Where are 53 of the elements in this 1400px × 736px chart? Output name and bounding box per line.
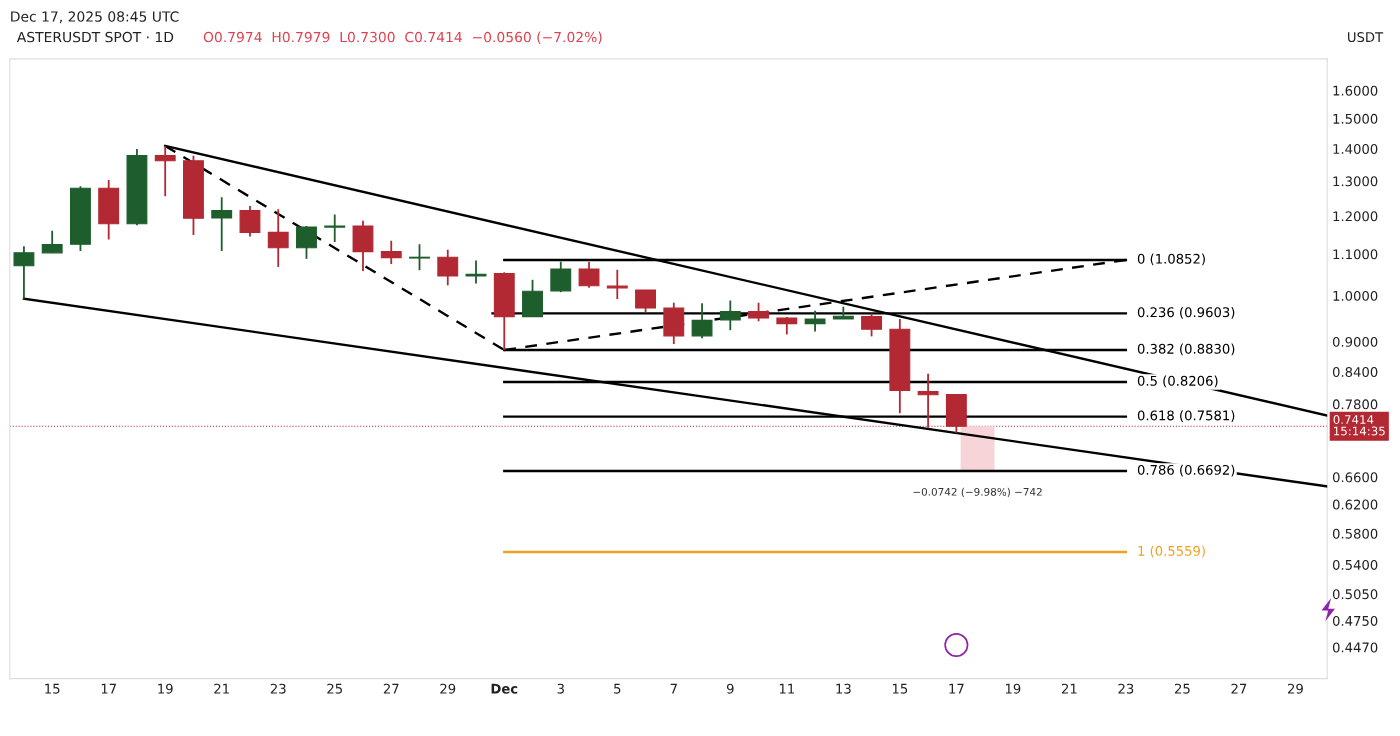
series-label: 0 (1.0852) [1137,253,1205,266]
y-tick-label: 0.4470 [1332,642,1378,653]
y-tick-label: 0.6200 [1332,499,1378,510]
y-tick-label: 1.2000 [1333,211,1378,222]
x-tick-label: 13 [836,683,851,694]
y-tick-label: 0.5400 [1332,559,1378,570]
y-tick-label: 0.5800 [1332,528,1378,539]
x-tick-label: 11 [779,683,794,694]
y-axis-title: USDT [1348,32,1384,43]
ref-line-label: 0.7414 15:14:35 [1333,415,1385,436]
y-tick-label: 0.4750 [1332,615,1378,626]
x-tick-label: 19 [158,683,173,694]
y-tick-label: 1.3000 [1333,176,1378,187]
x-tick-label: 9 [726,683,734,694]
y-tick-label: 0.5050 [1332,589,1378,600]
x-tick-label: 21 [1061,683,1077,694]
x-tick-label: 23 [1118,683,1134,694]
series-label: 0.236 (0.9603) [1137,306,1235,319]
x-tick-label: 25 [1174,683,1190,694]
x-tick-label: 29 [1287,683,1303,694]
series-label: 0.382 (0.8830) [1137,343,1235,356]
y-tick-label: 0.9000 [1332,336,1378,347]
x-tick-label: 29 [440,683,456,694]
x-tick-label: 19 [1005,683,1021,694]
annotation: −0.0742 (−9.98%) −742 [913,487,1042,497]
series-label: 1 (0.5559) [1138,545,1205,558]
x-tick-label: 25 [327,683,342,694]
x-tick-label: 15 [892,683,908,694]
x-tick-label: 7 [670,683,677,694]
x-tick-label: 17 [101,683,116,694]
x-tick-label: 21 [214,683,229,694]
x-tick-label: 23 [270,683,286,694]
x-tick-label: 27 [383,683,399,694]
y-tick-label: 0.6600 [1332,472,1378,483]
y-tick-label: 1.5000 [1333,113,1378,124]
y-tick-label: 1.6000 [1333,85,1378,96]
chart-title: ASTERUSDT SPOT · 1D [16,31,174,43]
y-tick-label: 1.1000 [1333,249,1378,260]
y-tick-label: 1.4000 [1333,143,1378,154]
y-tick-label: 1.0000 [1333,290,1378,301]
x-tick-label: 15 [45,683,60,694]
x-tick-label: Dec [491,683,518,694]
x-tick-label: 27 [1231,683,1247,694]
y-tick-label: 0.7800 [1332,399,1378,410]
series-label: 0.786 (0.6692) [1137,464,1235,477]
x-tick-label: 5 [614,683,621,694]
x-tick-label: 17 [949,683,964,694]
text: Dec 17, 2025 08:45 UTC [11,11,179,24]
series-label: 0.618 (0.7581) [1137,410,1235,422]
y-tick-label: 0.8400 [1332,367,1378,377]
x-tick-label: 3 [557,683,564,694]
series-label: 0.5 (0.8206) [1137,375,1218,388]
chart-subtitle: O0.7974 H0.7979 L0.7300 C0.7414 −0.0560 (−7.02%) [203,31,602,44]
